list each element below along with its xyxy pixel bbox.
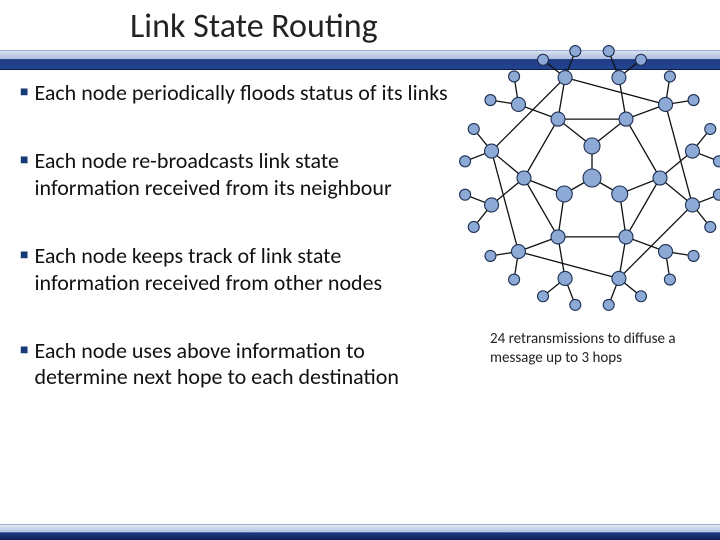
square-bullet-icon: ■: [20, 243, 28, 267]
square-bullet-icon: ■: [20, 148, 28, 172]
square-bullet-icon: ■: [20, 80, 28, 104]
bullet-text: Each node periodically floods status of …: [34, 80, 447, 106]
slide-title: Link State Routing: [130, 6, 378, 47]
bullet-item: ■ Each node keeps track of link state in…: [20, 243, 440, 296]
bullet-item: ■ Each node re-broadcasts link state inf…: [20, 148, 440, 201]
square-bullet-icon: ■: [20, 338, 28, 362]
diagram-caption: 24 retransmissions to diffuse a message …: [490, 330, 700, 368]
bullet-item: ■ Each node uses above information to de…: [20, 338, 440, 391]
footer-stripe: [0, 524, 720, 540]
network-diagram: [454, 40, 720, 316]
bullet-text: Each node uses above information to dete…: [34, 338, 440, 391]
bullet-text: Each node re-broadcasts link state infor…: [34, 148, 440, 201]
bullet-text: Each node keeps track of link state info…: [34, 243, 440, 296]
